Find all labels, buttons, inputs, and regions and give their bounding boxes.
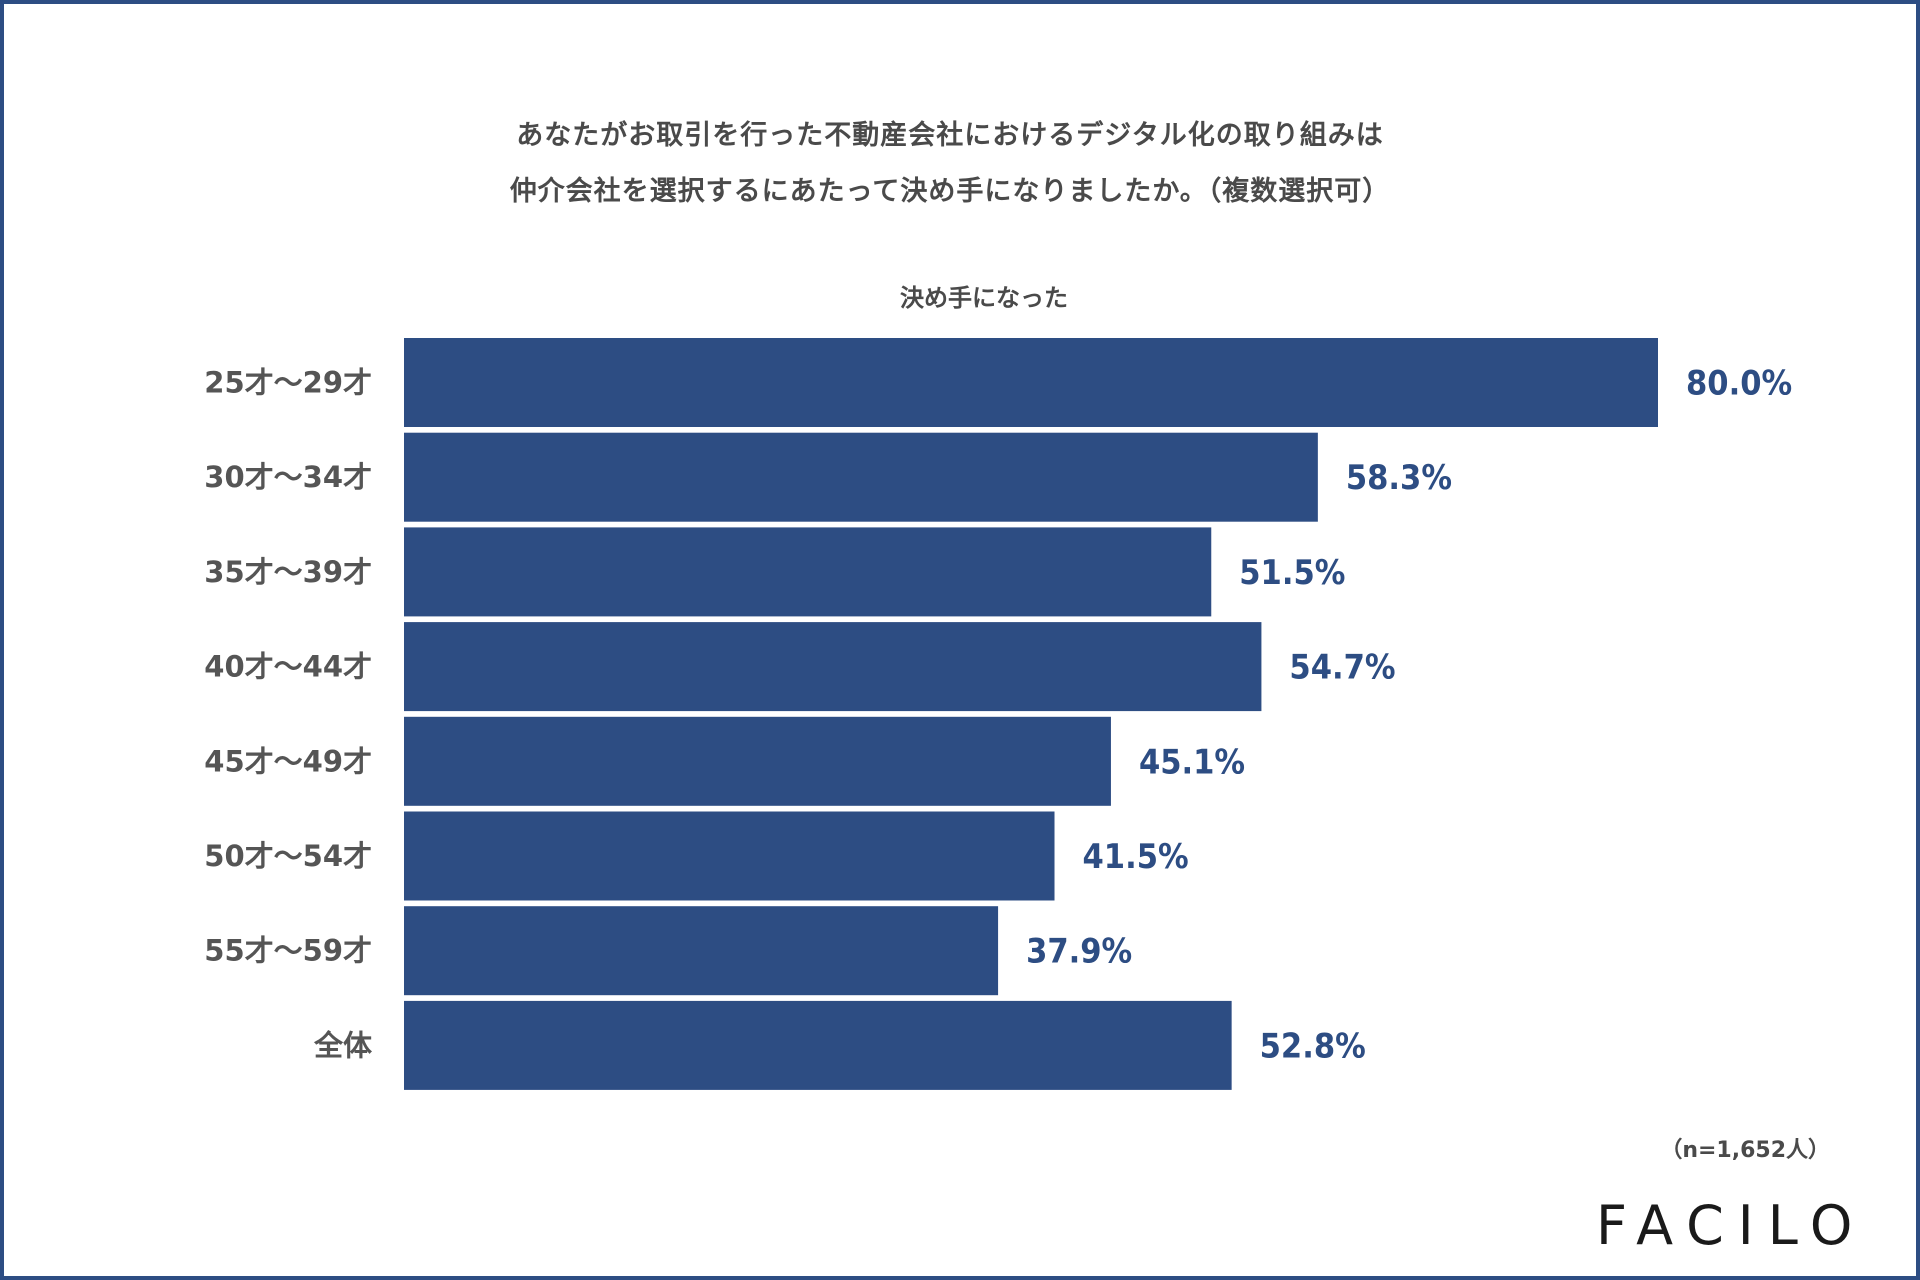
bar-0 [404,338,1658,427]
chart-title-line-2: 仲介会社を選択するにあたって決め手になりましたか。（複数選択可） [509,176,1391,207]
value-label-1: 58.3% [1346,458,1452,498]
category-label-2: 35才～39才 [204,555,372,589]
bar-4 [404,716,1111,806]
logo-text: FACILO [1596,1196,1866,1252]
category-label-3: 40才～44才 [204,650,372,684]
value-label-3: 54.7% [1289,648,1395,688]
bar-2 [404,527,1212,617]
value-label-6: 37.9% [1026,932,1132,972]
category-label-5: 50才～54才 [204,839,372,873]
value-label-7: 52.8% [1260,1026,1366,1066]
category-label-6: 55才～59才 [204,934,372,968]
chart-title: あなたがお取引を行った不動産会社におけるデジタル化の取り組みは 仲介会社を選択す… [0,108,1900,220]
bar-3 [404,622,1262,712]
value-label-0: 80.0% [1686,364,1792,404]
category-label-0: 25才～29才 [204,366,372,400]
category-label-4: 45才～49才 [204,744,372,778]
bar-7 [404,1000,1232,1090]
chart-title-line-1: あなたがお取引を行った不動産会社におけるデジタル化の取り組みは [516,120,1384,151]
bar-5 [404,811,1055,901]
value-label-5: 41.5% [1083,837,1189,877]
series-label: 決め手になった [900,284,1068,312]
value-label-2: 51.5% [1239,553,1345,593]
category-label-1: 30才～34才 [204,460,372,494]
bar-6 [404,906,999,996]
sample-size-note: （n=1,652人） [1660,1138,1830,1163]
category-label-7: 全体 [313,1028,373,1062]
value-label-4: 45.1% [1139,742,1245,782]
facilo-logo: FACILO [1596,1196,1866,1252]
bar-1 [404,432,1318,522]
